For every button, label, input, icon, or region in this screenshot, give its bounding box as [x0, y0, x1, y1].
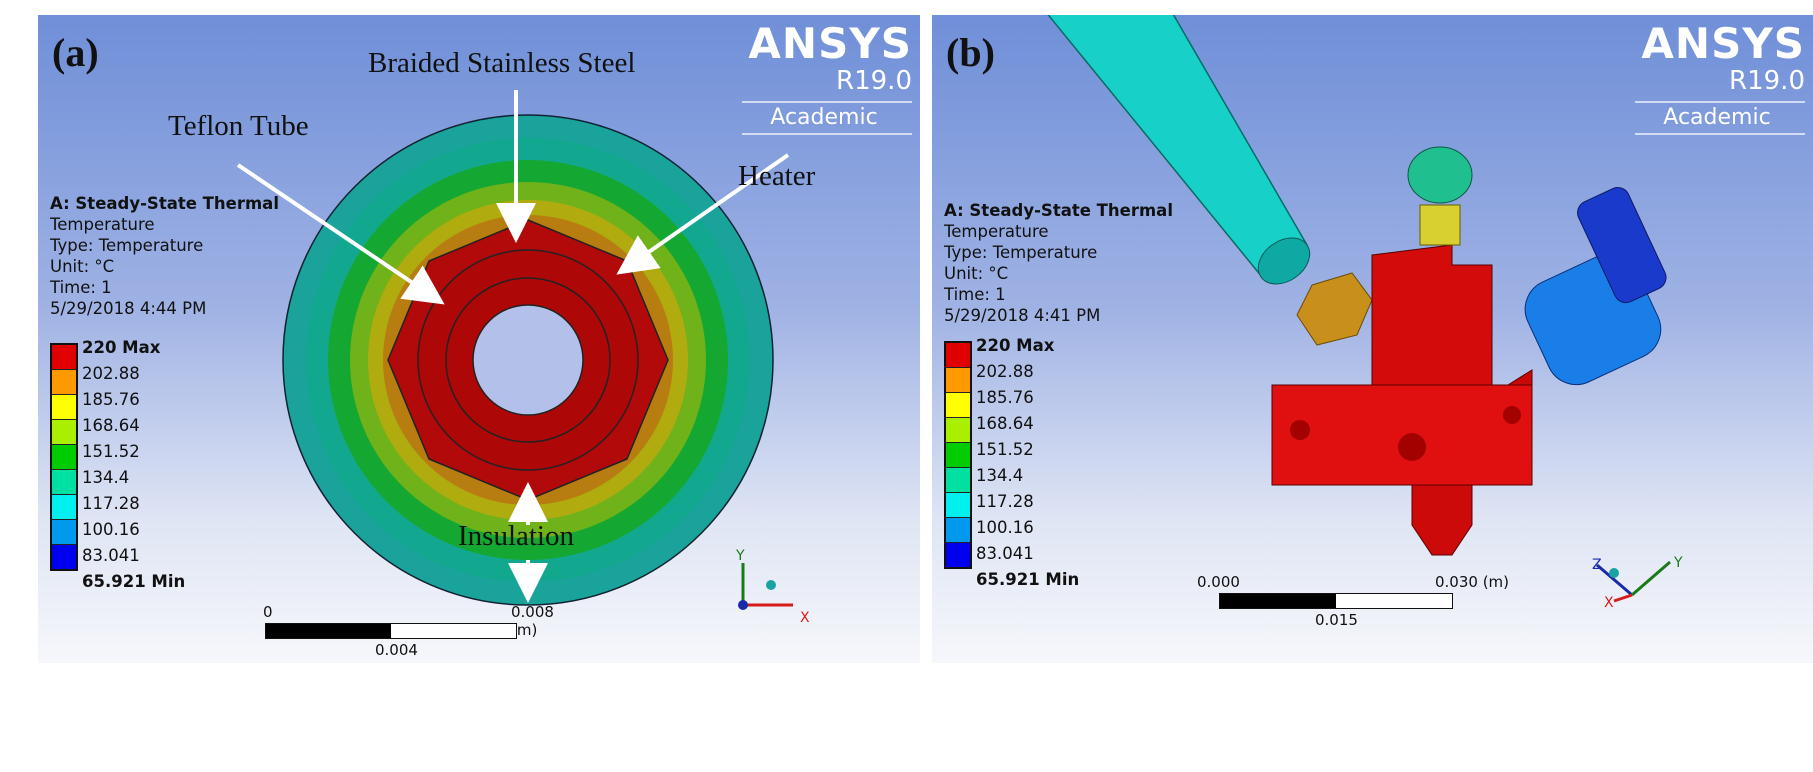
scale-right: 0.008 (m) [511, 603, 554, 639]
legend-value: 185.76 [82, 390, 140, 409]
legend-color-bar [50, 343, 78, 571]
result-name: Temperature [50, 215, 155, 234]
legend-value: 117.28 [82, 494, 140, 513]
legend-value: 100.16 [976, 518, 1034, 537]
panel-a-viewport: (a) ANSYS R19.0 Academic A: Steady-State… [38, 15, 920, 663]
legend-value: 202.88 [82, 364, 140, 383]
scale-left: 0 [263, 603, 273, 621]
analysis-title: A: Steady-State Thermal [50, 194, 279, 213]
panel-label: (a) [52, 30, 99, 75]
legend-value: 185.76 [976, 388, 1034, 407]
legend-value: 202.88 [976, 362, 1034, 381]
result-timestamp: 5/29/2018 4:41 PM [944, 306, 1101, 325]
legend-value: 83.041 [82, 546, 140, 565]
panel-label: (b) [946, 30, 995, 75]
result-unit: Unit: °C [50, 257, 115, 276]
legend-min: 65.921 Min [976, 570, 1080, 589]
result-time: Time: 1 [944, 285, 1006, 304]
scale-left: 0.000 [1197, 573, 1240, 591]
triad-y-label: Y [1674, 555, 1683, 571]
logo-version: R19.0 [836, 66, 912, 96]
legend-max: 220 Max [976, 336, 1055, 355]
scale-bar: 0 0.008 (m) 0.004 [263, 603, 583, 659]
legend-max: 220 Max [82, 338, 161, 357]
result-name: Temperature [944, 222, 1049, 241]
logo-edition: Academic [742, 101, 912, 135]
logo-name: ANSYS [1641, 19, 1805, 68]
result-timestamp: 5/29/2018 4:44 PM [50, 299, 207, 318]
legend-value: 134.4 [976, 466, 1024, 485]
label-teflon-tube: Teflon Tube [168, 110, 309, 142]
legend-value: 151.52 [976, 440, 1034, 459]
triad-z-label: Z [1592, 557, 1602, 573]
ansys-logo: ANSYS R19.0 Academic [1615, 21, 1805, 135]
ansys-logo: ANSYS R19.0 Academic [722, 21, 912, 135]
legend-value: 83.041 [976, 544, 1034, 563]
label-insulation: Insulation [458, 520, 574, 552]
scale-mid: 0.015 [1315, 611, 1358, 629]
result-time: Time: 1 [50, 278, 112, 297]
label-heater: Heater [738, 160, 816, 192]
label-braided-stainless-steel: Braided Stainless Steel [368, 47, 636, 79]
scale-mid: 0.004 [375, 641, 418, 659]
legend-value: 117.28 [976, 492, 1034, 511]
legend-color-bar [944, 341, 972, 569]
result-info: A: Steady-State Thermal Temperature Type… [50, 193, 279, 319]
result-info: A: Steady-State Thermal Temperature Type… [944, 200, 1173, 326]
legend-value: 168.64 [976, 414, 1034, 433]
hotend-3d-model [1047, 15, 1671, 603]
panel-b-viewport: (b) ANSYS R19.0 Academic A: Steady-State… [932, 15, 1813, 663]
cross-section-contour-plot [236, 90, 793, 610]
scale-right: 0.030 (m) [1435, 573, 1510, 591]
legend-min: 65.921 Min [82, 572, 186, 591]
triad-x-label: X [1604, 595, 1614, 611]
result-type: Type: Temperature [944, 243, 1098, 262]
legend-value: 168.64 [82, 416, 140, 435]
legend-value: 151.52 [82, 442, 140, 461]
logo-name: ANSYS [748, 19, 912, 68]
analysis-title: A: Steady-State Thermal [944, 201, 1173, 220]
result-unit: Unit: °C [944, 264, 1009, 283]
triad-x-label: X [800, 610, 810, 626]
triad-y-label: Y [736, 548, 745, 564]
scale-bar: 0.000 0.030 (m) 0.015 [1197, 573, 1537, 629]
result-type: Type: Temperature [50, 236, 204, 255]
logo-edition: Academic [1635, 101, 1805, 135]
legend-value: 100.16 [82, 520, 140, 539]
legend-value: 134.4 [82, 468, 130, 487]
logo-version: R19.0 [1729, 66, 1805, 96]
